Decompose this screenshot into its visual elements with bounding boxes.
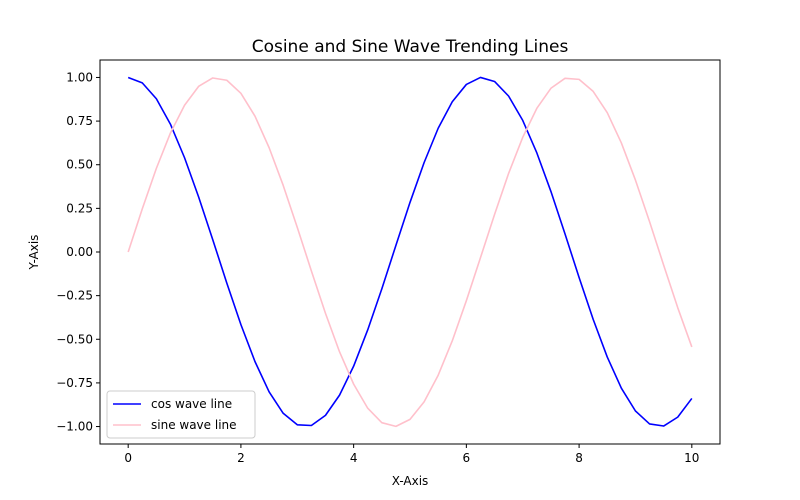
x-tick-label: 4 — [350, 451, 358, 465]
y-tick-label: −1.00 — [56, 420, 93, 434]
y-axis-label: Y-Axis — [27, 235, 41, 271]
y-tick-label: −0.25 — [56, 289, 93, 303]
y-tick-label: 0.00 — [66, 245, 93, 259]
x-tick-label: 6 — [463, 451, 471, 465]
y-tick-label: 0.25 — [66, 201, 93, 215]
series-line-cos — [127, 76, 693, 427]
y-tick-label: −0.75 — [56, 376, 93, 390]
y-axis-ticks: 1.00 0.75 0.50 0.25 0.00 −0.25 −0.50 −0.75 −1.00 — [56, 70, 100, 434]
y-tick-label: −0.50 — [56, 332, 93, 346]
x-tick-label: 8 — [575, 451, 583, 465]
y-tick-label: 0.50 — [66, 158, 93, 172]
legend: cos wave line sine wave line — [106, 390, 256, 439]
plot-area — [127, 76, 693, 428]
y-tick-label: 0.75 — [66, 114, 93, 128]
x-axis-label: X-Axis — [392, 474, 429, 488]
x-tick-label: 10 — [684, 451, 699, 465]
legend-box — [106, 390, 256, 439]
legend-label-cos: cos wave line — [151, 397, 232, 411]
x-tick-label: 0 — [124, 451, 132, 465]
y-tick-label: 1.00 — [66, 70, 93, 84]
legend-label-sine: sine wave line — [151, 418, 237, 432]
series-line-sine — [127, 77, 693, 428]
x-axis-ticks: 0 2 4 6 8 10 — [124, 444, 699, 465]
chart-title: Cosine and Sine Wave Trending Lines — [252, 37, 569, 57]
x-tick-label: 2 — [237, 451, 245, 465]
